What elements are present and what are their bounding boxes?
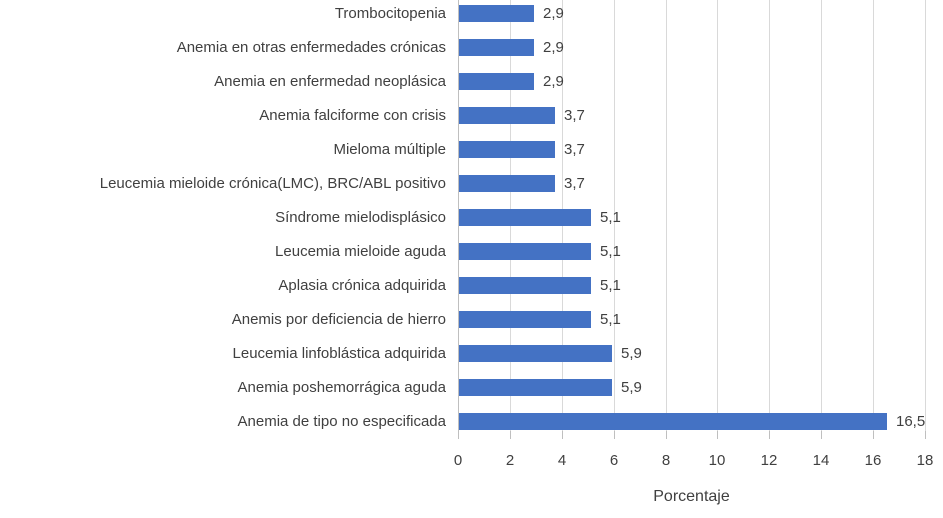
bar — [459, 141, 555, 158]
x-axis-tick — [666, 431, 667, 439]
x-axis-tick-label: 18 — [916, 452, 934, 469]
category-label: Anemis por deficiencia de hierro — [231, 311, 446, 328]
category-label: Mieloma múltiple — [333, 141, 446, 158]
x-axis-title: Porcentaje — [653, 488, 730, 505]
x-axis-tick-label: 2 — [505, 452, 515, 469]
data-label: 3,7 — [564, 141, 585, 158]
x-axis-tick — [717, 431, 718, 439]
bar — [459, 39, 534, 56]
bar — [459, 311, 591, 328]
x-axis-tick-label: 0 — [453, 452, 463, 469]
x-axis-tick-label: 4 — [557, 452, 567, 469]
gridline — [717, 0, 718, 431]
gridline — [925, 0, 926, 431]
data-label: 5,1 — [600, 311, 621, 328]
x-axis-tick — [873, 431, 874, 439]
category-label: Síndrome mielodisplásico — [275, 209, 446, 226]
data-label: 16,5 — [896, 413, 926, 430]
data-label: 5,9 — [621, 379, 642, 396]
category-label: Trombocitopenia — [334, 5, 446, 22]
x-axis-tick — [510, 431, 511, 439]
bar — [459, 413, 887, 430]
category-label: Anemia falciforme con crisis — [259, 107, 446, 124]
bar — [459, 209, 591, 226]
category-label: Anemia en otras enfermedades crónicas — [176, 39, 446, 56]
bar — [459, 379, 612, 396]
category-label: Leucemia linfoblástica adquirida — [232, 345, 446, 362]
x-axis-tick — [562, 431, 563, 439]
x-axis-tick — [821, 431, 822, 439]
data-label: 2,9 — [543, 39, 564, 56]
category-label: Aplasia crónica adquirida — [278, 277, 446, 294]
data-label: 2,9 — [543, 73, 564, 90]
x-axis-tick — [614, 431, 615, 439]
x-axis-tick-label: 14 — [812, 452, 830, 469]
category-label: Anemia de tipo no especificada — [237, 413, 446, 430]
category-label: Leucemia mieloide crónica(LMC), BRC/ABL … — [99, 175, 446, 192]
x-axis-tick — [925, 431, 926, 439]
data-label: 2,9 — [543, 5, 564, 22]
category-label: Leucemia mieloide aguda — [275, 243, 446, 260]
x-axis-tick-label: 16 — [864, 452, 882, 469]
data-label: 5,1 — [600, 209, 621, 226]
bar — [459, 73, 534, 90]
bar — [459, 345, 612, 362]
gridline — [769, 0, 770, 431]
x-axis-tick — [458, 431, 459, 439]
gridline — [666, 0, 667, 431]
x-axis-tick — [769, 431, 770, 439]
bar — [459, 243, 591, 260]
data-label: 5,1 — [600, 277, 621, 294]
bar — [459, 175, 555, 192]
y-axis-line — [458, 0, 459, 431]
data-label: 5,9 — [621, 345, 642, 362]
gridline — [821, 0, 822, 431]
bar — [459, 5, 534, 22]
data-label: 3,7 — [564, 107, 585, 124]
category-label: Anemia poshemorrágica aguda — [237, 379, 446, 396]
bar — [459, 107, 555, 124]
x-axis-tick-label: 12 — [760, 452, 778, 469]
x-axis-tick-label: 10 — [708, 452, 726, 469]
data-label: 3,7 — [564, 175, 585, 192]
x-axis-tick-label: 8 — [661, 452, 671, 469]
x-axis-tick-label: 6 — [609, 452, 619, 469]
gridline — [873, 0, 874, 431]
category-label: Anemia en enfermedad neoplásica — [214, 73, 446, 90]
bar — [459, 277, 591, 294]
gridline — [614, 0, 615, 431]
data-label: 5,1 — [600, 243, 621, 260]
